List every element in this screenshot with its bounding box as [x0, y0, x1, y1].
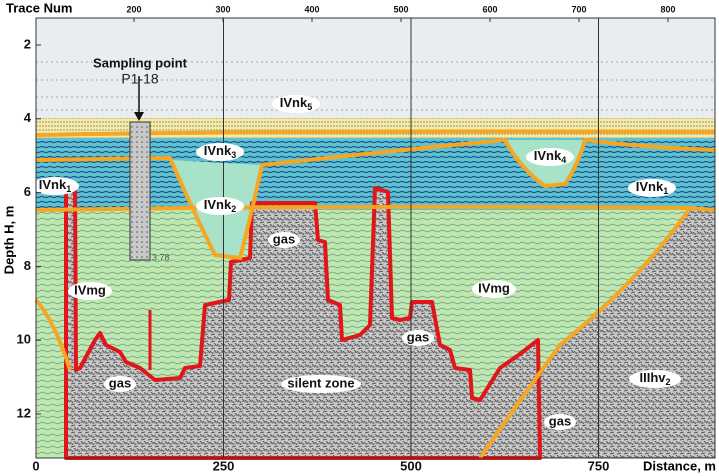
plot-frame [35, 17, 716, 459]
unit-label: IVmg [478, 280, 510, 295]
left-tick-label: 4 [24, 110, 32, 125]
left-tick-label: 8 [24, 258, 31, 273]
title-bg [626, 459, 719, 476]
top-tick-label: 200 [126, 4, 141, 14]
gas-label: gas [549, 413, 571, 428]
silent-zone-label: silent zone [287, 375, 354, 390]
borehole [129, 121, 151, 261]
depth-label: 3.78 [152, 252, 170, 262]
top-tick-label: 600 [482, 4, 497, 14]
unit-label: IVnk3 [204, 143, 236, 160]
bottom-tick-label: 250 [213, 458, 235, 473]
top-tick-label: 800 [660, 4, 675, 14]
unit-label: IVnk1 [39, 177, 71, 194]
top-tick-label: 700 [571, 4, 586, 14]
gas-label: gas [407, 329, 429, 344]
silent-zone [64, 184, 542, 460]
unit-label: IVnk4 [534, 148, 566, 165]
bottom-axis-title: Distance, m [643, 458, 716, 473]
unit-label: IVnk5 [280, 95, 312, 112]
top-tick-label: 400 [304, 4, 319, 14]
bottom-tick-label: 0 [32, 458, 39, 473]
sampling-title: Sampling point [93, 55, 188, 70]
gas-label: gas [109, 375, 131, 390]
left-tick-label: 2 [24, 36, 31, 51]
dotted-lines [36, 61, 715, 111]
top-axis-title: Trace Num [6, 0, 72, 15]
bottom-tick-label: 750 [588, 458, 610, 473]
top-tick-label: 300 [215, 4, 230, 14]
top-tick-label: 500 [393, 4, 408, 14]
unit-label: IVnk2 [204, 197, 236, 214]
gas-label: gas [273, 231, 295, 246]
left-axis-title: Depth H, m [1, 206, 16, 275]
bottom-tick-label: 500 [400, 458, 422, 473]
sampling-id: P1-18 [121, 71, 159, 87]
left-tick-label: 12 [17, 405, 31, 420]
left-tick-label: 10 [17, 332, 31, 347]
upper-layer [36, 18, 715, 130]
arrow-head [134, 112, 144, 121]
unit-labels: IVnk5 IVnk3 IVnk4 IVnk1 IVnk1 IVnk2 IVmg… [39, 95, 671, 428]
label-backgrounds [31, 95, 681, 430]
unit-label: IVmg [74, 282, 106, 297]
unit-label: IVnk1 [636, 179, 668, 196]
left-tick-label: 6 [24, 184, 31, 199]
unit-label: IIIhv2 [639, 370, 670, 387]
